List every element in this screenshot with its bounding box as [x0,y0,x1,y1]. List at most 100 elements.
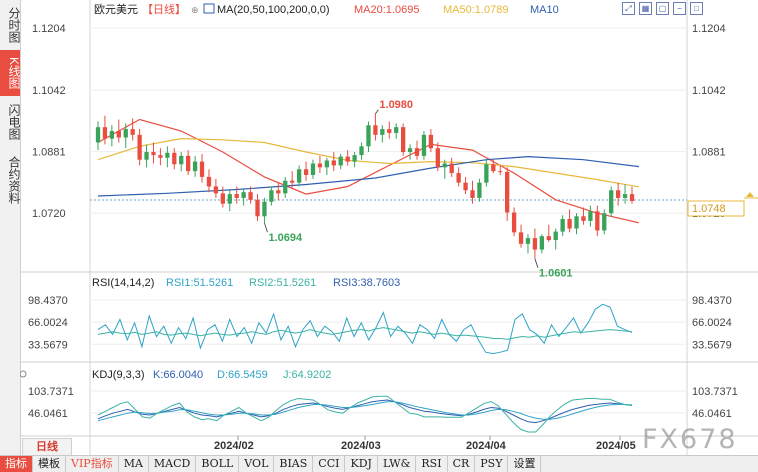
candle-body [109,131,115,139]
maximize-icon[interactable]: □ [690,2,703,15]
candle-body [144,152,149,160]
candle-body [130,129,135,135]
chart-area[interactable]: 欧元美元 【日线】 ⊕ MA(20,50,100,200,0,0) MA20:1… [20,0,758,455]
indicator-tab-boll[interactable]: BOLL [196,456,240,472]
candle-body [345,156,350,162]
candle-body [206,176,212,187]
indicator-tab-psy[interactable]: PSY [475,456,509,472]
indicator-tick-right: 33.5679 [692,339,732,351]
indicator-tick-left: 33.5679 [28,339,68,351]
candle-body [186,155,191,172]
watermark: FX678 [642,424,738,455]
price-axis: 1.1204 1.1204 1.1042 1.1042 1.0881 1.0881 1.07… [32,23,726,220]
candle-body [470,190,475,198]
price-tick-left: 1.0720 [32,208,66,220]
ma-line-ma10 [97,155,639,197]
candle-body [414,148,420,156]
price-tick-right: 1.1042 [692,85,726,97]
candle-body [525,238,531,244]
candle-body [595,211,600,231]
header-instrument: 欧元美元 [94,3,138,16]
indicator-tab-vip[interactable]: VIP指标 [66,456,119,472]
candle-body [518,232,524,244]
indicator-tab-settings[interactable]: 设置 [508,456,542,472]
candle-body [609,190,614,214]
indicator-tab-cci[interactable]: CCI [313,456,346,472]
candle-body [456,173,461,183]
candle-body [373,125,378,135]
indicator-line-k [97,399,633,424]
kdj-k-value: K:66.0040 [153,369,203,381]
header-settings-icon[interactable]: ⊕ [191,5,199,15]
date-tick-label: 2024/02 [214,440,254,452]
rsi-label: RSI(14,14,2) [92,277,154,289]
indicator-tab-rsi[interactable]: RSI [416,456,448,472]
candle-body [234,194,239,198]
candle-body [546,236,551,240]
rsi-lines [97,303,633,355]
candle-body [553,231,558,240]
grid-icon[interactable]: ▦ [639,2,652,15]
expand-icon[interactable]: ⤢ [622,2,635,15]
candle-body [588,211,593,221]
minimize-icon[interactable]: − [673,2,686,15]
candle-body [296,169,302,183]
candle-body [276,190,281,194]
candle-body [165,152,170,158]
candle-body [123,129,128,138]
indicator-tab-kdj[interactable]: KDJ [345,456,378,472]
price-marker-icon [746,192,754,197]
rsi2-value: RSI2:51.5261 [249,277,316,289]
candle-body [449,163,454,174]
date-axis: 2024/02 2024/03 2024/04 2024/05 [214,436,636,452]
candle-body [331,160,336,166]
kdj-d-value: D:66.5459 [217,369,268,381]
tab-lightning[interactable]: 闪电图 [7,104,21,140]
indicator-tab-bias[interactable]: BIAS [274,456,314,472]
indicator-bar: 指标 模板 VIP指标 MA MACD BOLL VOL BIAS CCI KD… [0,455,758,472]
candle-body [116,131,121,138]
kdj-settings-icon[interactable] [20,370,27,378]
period-tag[interactable]: 日线 [22,438,72,456]
tab-intraday[interactable]: 分时图 [7,7,21,43]
indicator-line-j [97,395,633,433]
window-icon[interactable]: ▢ [656,2,669,15]
indicator-tick-right: 46.0461 [692,408,732,420]
candle-body [172,152,177,165]
indicator-tab-ma[interactable]: MA [119,456,149,472]
candle-body [428,134,434,149]
ma-line-ma20 [97,118,640,224]
header-period: 【日线】 [142,2,186,16]
price-annotation: 1.0980 [379,99,413,111]
candle-body [137,134,142,160]
indicator-tab-cr[interactable]: CR [448,456,476,472]
candle-body [505,171,510,213]
candle-body [269,190,274,202]
indicator-line-d [97,401,633,422]
ma-chart-icon [203,3,215,14]
indicator-tick-left: 46.0461 [28,408,68,420]
price-tick-right: 1.0881 [692,147,726,159]
indicator-tab-template[interactable]: 模板 [33,456,66,472]
annotation-leader [264,223,268,233]
indicator-tab-lw[interactable]: LW& [378,456,417,472]
indicator-tab-macd[interactable]: MACD [149,456,197,472]
annotation-leader [534,258,539,268]
indicator-tab-vol[interactable]: VOL [239,456,275,472]
tab-kline[interactable]: K线图 [0,50,21,96]
candle-body [151,152,156,156]
price-tick-left: 1.1204 [32,23,66,35]
date-tick-label: 2024/03 [341,440,381,452]
kdj-lines [97,395,633,433]
price-annotation: 1.0694 [268,232,303,244]
indicator-tab-indicators[interactable]: 指标 [0,456,33,472]
tab-contract-info[interactable]: 合约资料 [7,156,21,204]
indicator-tick-left: 103.7371 [28,386,74,398]
candle-body [192,161,198,172]
candle-body [407,148,413,153]
indicator-tick-left: 98.4370 [28,295,68,307]
candle-body [421,134,427,156]
candle-body [338,156,343,166]
moving-averages [97,118,640,224]
candle-body [629,194,635,201]
